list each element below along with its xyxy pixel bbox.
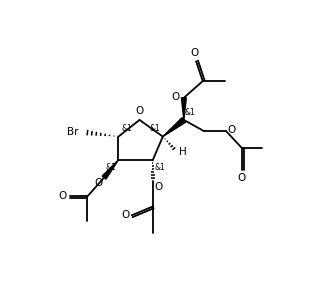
Text: H: H bbox=[179, 147, 187, 157]
Text: O: O bbox=[95, 178, 103, 188]
Text: &1: &1 bbox=[150, 124, 160, 133]
Text: &1: &1 bbox=[185, 108, 196, 117]
Text: O: O bbox=[172, 92, 180, 102]
Text: O: O bbox=[121, 210, 130, 220]
Polygon shape bbox=[163, 118, 186, 137]
Text: Br: Br bbox=[67, 127, 78, 137]
Polygon shape bbox=[102, 160, 119, 179]
Text: &1: &1 bbox=[106, 163, 117, 173]
Text: &1: &1 bbox=[155, 163, 165, 173]
Text: &1: &1 bbox=[121, 124, 132, 133]
Text: O: O bbox=[135, 106, 144, 116]
Text: O: O bbox=[191, 48, 199, 58]
Polygon shape bbox=[182, 98, 186, 120]
Text: O: O bbox=[227, 125, 236, 135]
Text: O: O bbox=[59, 192, 67, 201]
Text: O: O bbox=[154, 182, 162, 192]
Text: O: O bbox=[238, 173, 246, 183]
